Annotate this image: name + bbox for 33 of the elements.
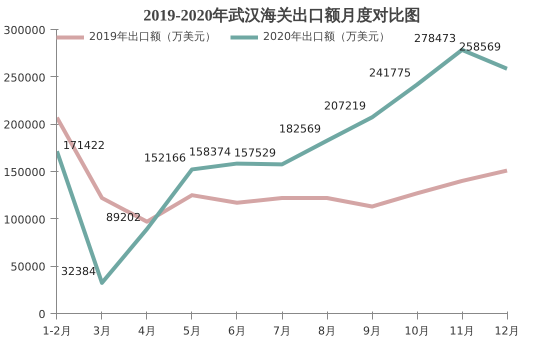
x-tick-label: 8月 [318, 324, 336, 338]
data-label: 241775 [369, 66, 412, 80]
y-tick-label: 300000 [4, 24, 46, 37]
y-tick-label: 250000 [4, 71, 46, 84]
x-tick-label: 3月 [92, 324, 111, 338]
chart-title: 2019-2020年武汉海关出口额月度对比图 [143, 6, 421, 24]
x-tick-label: 5月 [182, 324, 201, 338]
line-series [56, 116, 508, 224]
data-label: 171422 [62, 139, 105, 152]
y-tick-label: 100000 [4, 213, 46, 226]
x-tick-label: 12月 [494, 324, 520, 338]
x-tick-label: 7月 [273, 324, 291, 338]
x-tick-label: 6月 [228, 324, 246, 338]
data-label: 278473 [414, 32, 456, 45]
data-label: 207219 [324, 99, 366, 112]
data-label: 258569 [459, 40, 502, 54]
data-label: 182569 [279, 122, 322, 136]
x-tick-label: 11月 [450, 324, 475, 338]
data-label: 158374 [189, 146, 231, 159]
legend-label: 2019年出口额（万美元） [89, 29, 216, 44]
data-label: 157529 [234, 146, 276, 160]
y-tick-label: 200000 [4, 118, 46, 132]
y-tick-label: 0 [38, 308, 46, 321]
data-label: 152166 [144, 151, 186, 164]
legend-label: 2020年出口额（万美元） [263, 29, 390, 44]
data-label: 32384 [60, 264, 96, 278]
y-tick-label: 150000 [4, 166, 46, 179]
x-tick-label: 10月 [404, 324, 430, 338]
x-tick-label: 1-2月 [42, 324, 72, 338]
x-tick-label: 4月 [138, 324, 156, 338]
x-tick-label: 9月 [363, 324, 382, 338]
y-tick-label: 50000 [10, 260, 46, 274]
data-label: 89202 [106, 211, 141, 224]
